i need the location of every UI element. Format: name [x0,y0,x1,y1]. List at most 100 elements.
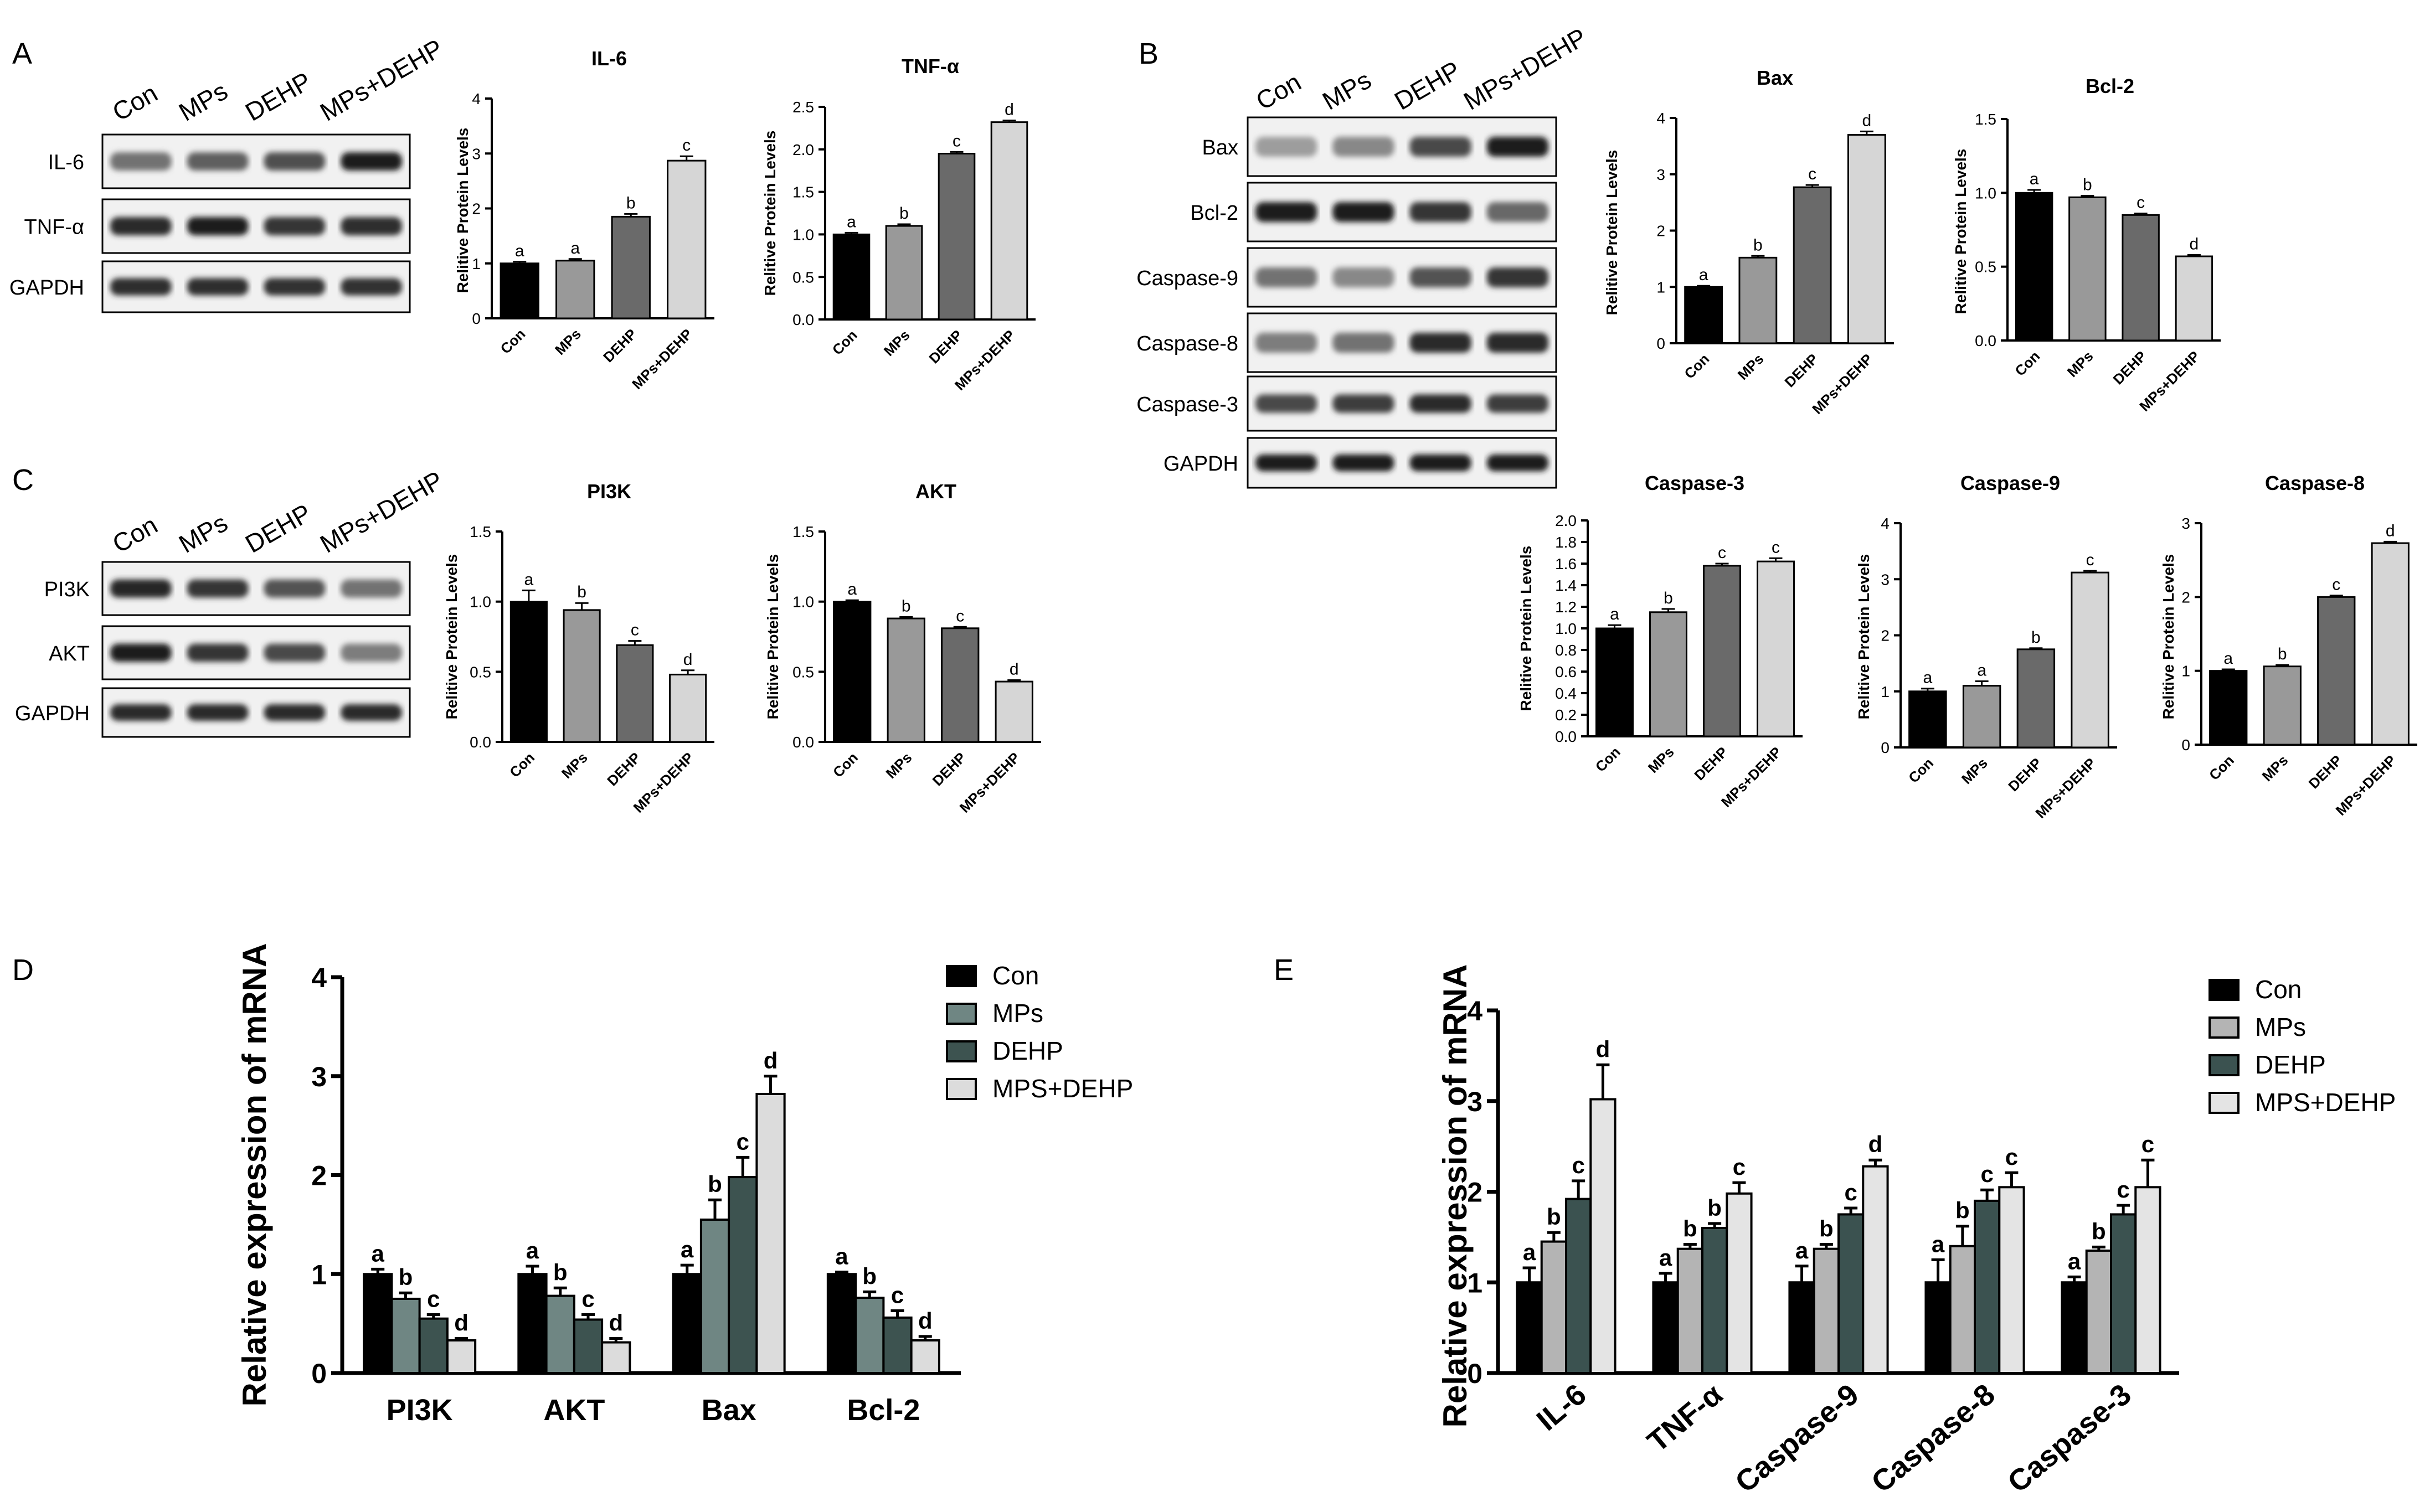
blot-band [1255,267,1317,288]
blot-band [1332,202,1394,223]
y-axis-label: Relitive Protein Levels [1603,150,1620,316]
y-axis-label: Relitive Protein Levels [1517,546,1535,711]
bar-mps-pi3k [390,1297,421,1374]
blot-band [110,278,172,296]
bar-con-bax [672,1273,702,1374]
y-tick-label: 1 [311,1259,327,1290]
significance-label: a [526,1237,539,1263]
bar-mps-il-6 [1540,1240,1567,1374]
y-tick-label: 4 [472,90,481,107]
significance-label: a [847,213,856,231]
x-tick-label: IL-6 [1531,1377,1593,1437]
chart-title: Caspase-8 [2265,472,2365,494]
bar-mps-dehp [2371,542,2410,746]
y-tick-label: 1.2 [1555,598,1577,616]
blot-band [264,152,326,171]
chart-tnf: TNF-α Relitive Protein Levels 0.0 0.5 1.0 1.5… [761,55,1036,394]
y-tick-label: 1.5 [470,523,491,540]
y-tick-label: 0 [1467,1358,1482,1389]
bar-dehp [611,215,651,319]
bar-dehp-tnf [1701,1227,1728,1374]
blot-band [341,704,402,721]
x-tick-label: DEHP [929,749,969,789]
x-tick-label: MPs [881,327,913,359]
blot-band [187,643,249,662]
y-tick-label: 0.4 [1555,685,1577,702]
bar-mps-dehp [990,121,1028,321]
significance-label: a [1977,662,1986,680]
blot-row-label: GAPDH [1164,452,1238,476]
significance-label: a [2030,170,2039,188]
significance-label: d [454,1309,469,1335]
significance-label: b [1753,236,1763,254]
significance-label: a [2223,649,2233,668]
chart-bcl2: Bcl-2 Relitive Protein Levels 0.0 0.5 1.0 1.5… [1952,75,2221,415]
blot-lane-label: Con [107,510,162,558]
significance-label: b [862,1263,877,1289]
bar-con [832,233,871,321]
bar-mps-dehp [1847,134,1886,344]
bar-mps [1649,611,1687,737]
significance-label: d [1596,1036,1610,1062]
significance-label: b [1707,1195,1722,1221]
chart-bax: Bax Relitive Protein Levels 0 1 2 3 4 a Con b MPs c… [1603,66,1894,417]
blot-band [1255,394,1317,413]
significance-label: d [609,1309,623,1335]
significance-label: b [399,1264,413,1290]
significance-label: a [524,570,534,589]
significance-label: b [2031,628,2041,647]
bar-dehp-bax [728,1176,758,1374]
x-tick-label: TNF-α [1641,1377,1729,1458]
blot-band [1486,136,1548,157]
y-axis-label: Relitive Protein Levels [764,554,781,720]
bar-con-caspase-9 [1788,1281,1815,1374]
y-axis-label: Relative expression of mRNA [236,943,273,1407]
y-tick-label: 2 [311,1160,327,1191]
x-tick-label: Caspase-8 [1865,1377,2001,1499]
bar-mps-dehp [667,159,707,319]
significance-label: c [2141,1131,2154,1157]
y-tick-label: 2.0 [1555,512,1577,529]
significance-label: b [577,583,586,601]
legend-swatch-dehp [946,1040,977,1062]
significance-label: a [1610,605,1619,623]
significance-label: a [515,242,524,260]
x-tick-label: DEHP [2110,348,2150,388]
chart-title: Caspase-3 [1645,472,1744,494]
x-tick-label: Bcl-2 [847,1394,920,1427]
bar-dehp-il-6 [1565,1198,1592,1375]
y-tick-label: 1 [472,255,481,272]
x-tick-label: Con [830,749,861,781]
blot-band [1409,267,1471,288]
significance-label: c [953,132,961,150]
blot-band [1255,454,1317,472]
significance-label: c [631,621,639,639]
y-tick-label: 1.0 [1975,184,1996,202]
blot-band [187,217,249,235]
x-tick-label: DEHP [925,327,965,367]
blot-row-label: Bcl-2 [1190,202,1238,225]
bar-mps-caspase-9 [1813,1247,1840,1375]
bar-mps [2263,665,2302,746]
panel-label-b: B [1139,37,1159,70]
blot-band [1486,332,1548,353]
bar-mps-dehp [2175,255,2213,342]
y-tick-label: 0.5 [1975,259,1996,276]
y-tick-label: 1 [1467,1267,1482,1298]
y-axis-label: Relitive Protein Levels [1855,554,1872,720]
y-tick-label: 1.4 [1555,577,1577,594]
blot-band [1255,202,1317,223]
chart-casp3: Caspase-3 Relitive Protein Levels 0.0 0.2 0.… [1517,472,1803,811]
bar-mps [555,260,595,319]
significance-label: a [372,1240,385,1266]
blot-band [341,278,402,296]
legend-label-con: Con [2255,975,2302,1004]
significance-label: c [2332,576,2340,594]
blot-row-label: TNF-α [24,216,85,239]
blot-band [341,217,402,235]
bar-dehp [1793,186,1832,344]
legend-label-con: Con [992,961,1039,990]
blot-band [187,152,249,171]
